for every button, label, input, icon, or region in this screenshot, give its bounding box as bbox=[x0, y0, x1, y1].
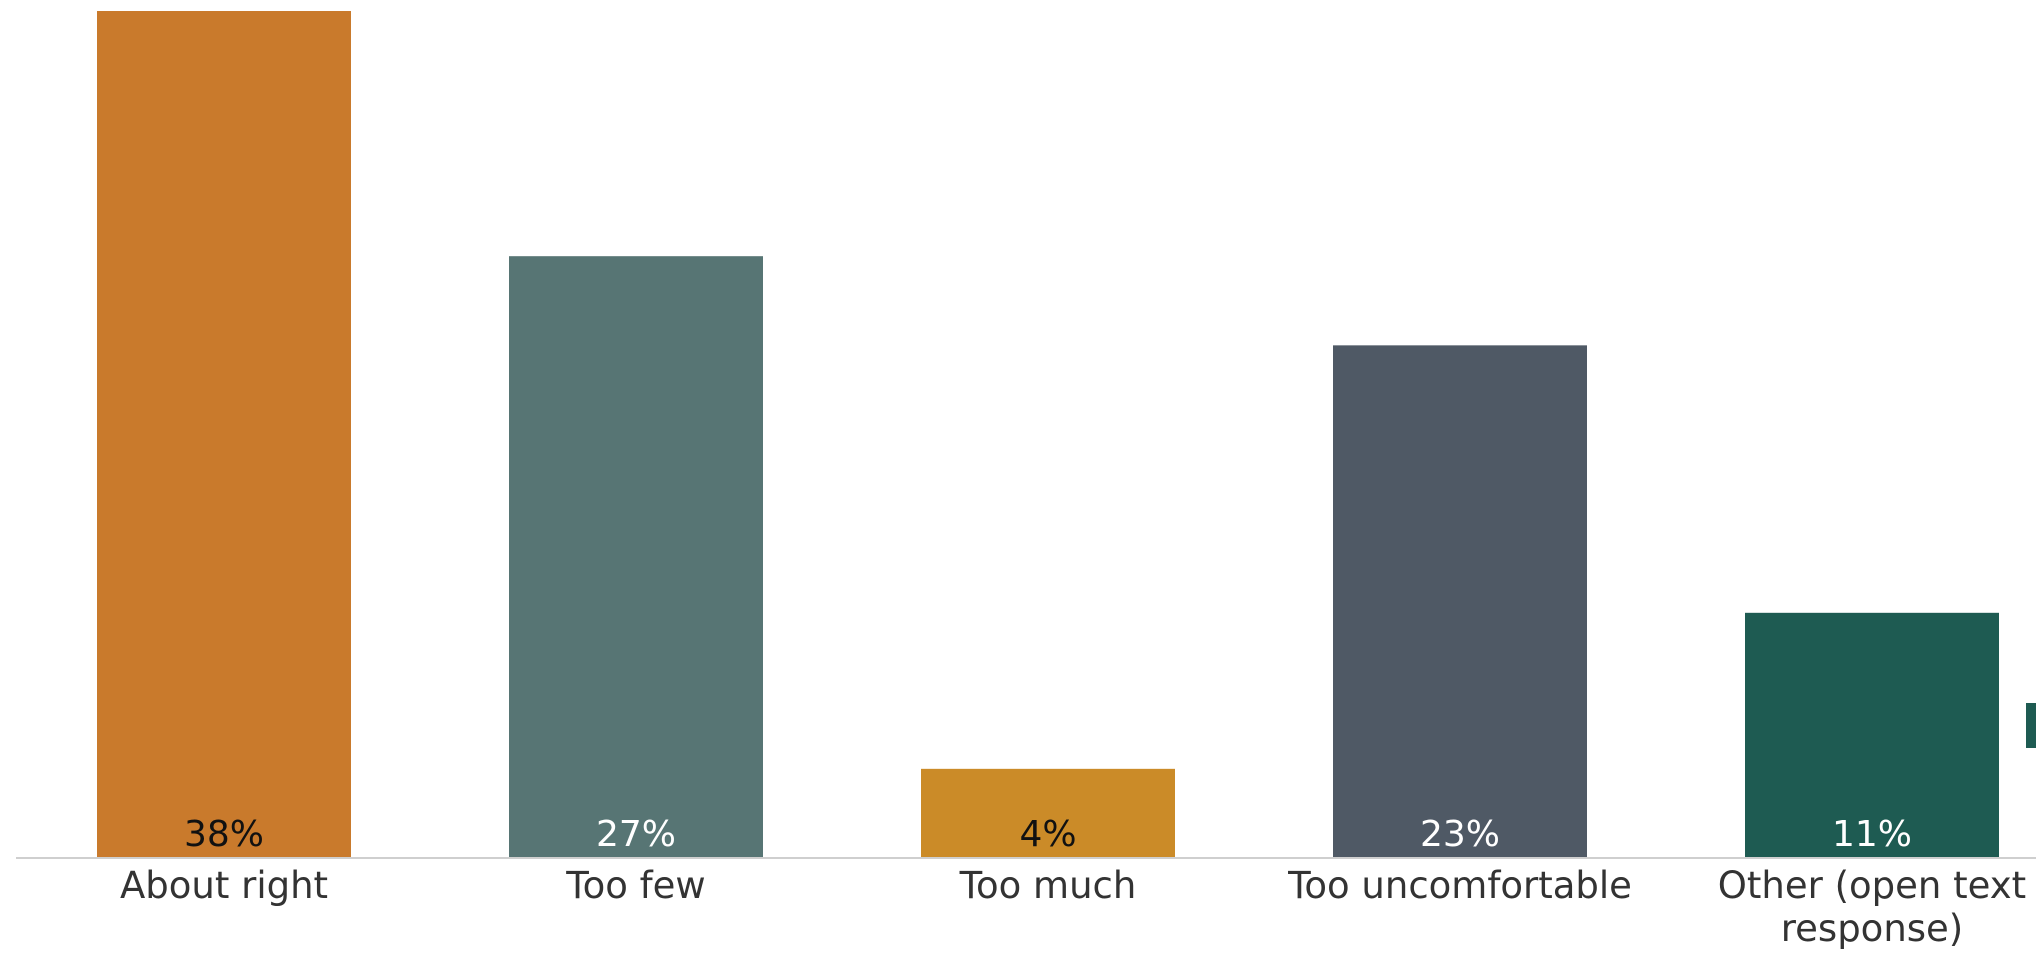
x-tick-label: About right bbox=[120, 864, 328, 907]
bar-value-label: 27% bbox=[596, 814, 676, 855]
bar-value-label: 23% bbox=[1420, 814, 1500, 855]
bar bbox=[1745, 612, 1999, 858]
bar bbox=[97, 11, 351, 858]
bar bbox=[921, 768, 1175, 858]
x-tick-label: Too uncomfortable bbox=[1287, 864, 1632, 907]
x-tick-label: response) bbox=[1781, 907, 1964, 950]
bar-value-label: 11% bbox=[1832, 814, 1912, 855]
bar-value-label: 4% bbox=[1019, 814, 1076, 855]
bar-value-label: 38% bbox=[184, 814, 264, 855]
bar bbox=[1333, 345, 1587, 858]
x-tick-label: Other (open text bbox=[1718, 864, 2026, 907]
bars-layer bbox=[97, 11, 2036, 858]
labels-layer: 38% About right 27% Too few 4% Too much 23% Too… bbox=[120, 814, 2026, 950]
edge-mark bbox=[2026, 703, 2036, 748]
bar bbox=[509, 256, 763, 858]
x-tick-label: Too much bbox=[959, 864, 1137, 907]
x-tick-label: Too few bbox=[565, 864, 705, 907]
